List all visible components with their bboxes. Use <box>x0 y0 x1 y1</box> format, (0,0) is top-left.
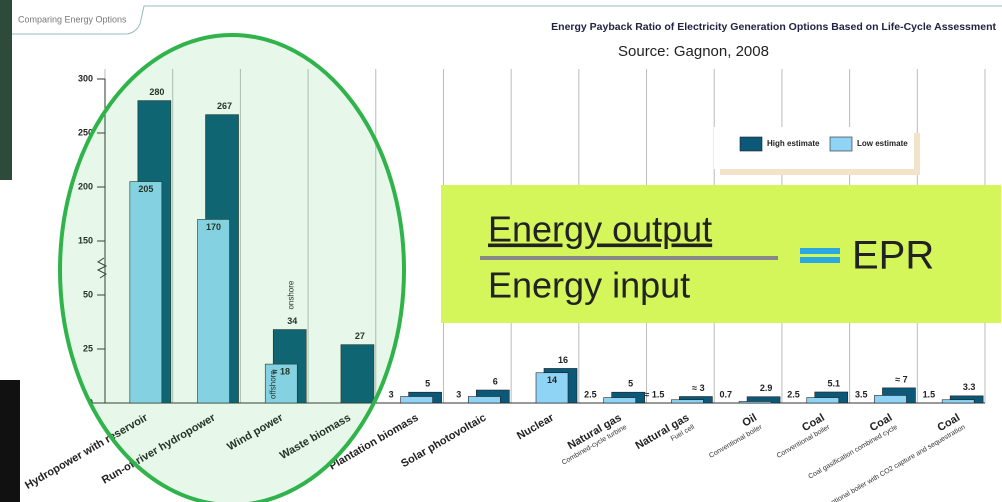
value-label: 5 <box>628 379 633 389</box>
value-label: ≈ 3 <box>692 383 704 393</box>
bar-low <box>604 398 636 403</box>
bar-low <box>874 395 906 403</box>
value-label: 6 <box>493 376 498 386</box>
equation-numerator: Energy output <box>488 209 712 250</box>
value-label: 2.5 <box>584 389 597 399</box>
slide: Comparing Energy Options Energy Payback … <box>0 0 1002 502</box>
value-label: 14 <box>547 375 557 385</box>
bar-low <box>739 401 771 403</box>
bar-low <box>671 400 703 403</box>
page: Comparing Energy Options Energy Payback … <box>0 0 1002 502</box>
bar-low <box>942 400 974 403</box>
equation-result: EPR <box>852 234 934 278</box>
legend-label: Low estimate <box>857 139 908 148</box>
equals-sign <box>800 248 840 254</box>
value-label: 0.7 <box>720 389 733 399</box>
value-label: 1.5 <box>923 389 936 399</box>
tab-label: Comparing Energy Options <box>18 14 127 24</box>
bar-low <box>468 397 500 403</box>
x-tick-note: Conventional boiler <box>708 423 764 459</box>
value-label: 3.3 <box>963 382 976 392</box>
chart-title: Energy Payback Ratio of Electricity Gene… <box>551 21 996 33</box>
value-label: 3 <box>456 389 461 399</box>
equation-denominator: Energy input <box>488 265 690 306</box>
value-label: 2.9 <box>760 383 773 393</box>
value-label: 5.1 <box>828 378 841 388</box>
value-label: 16 <box>558 355 568 365</box>
value-label: 5 <box>425 379 430 389</box>
bar-low <box>401 397 433 403</box>
bar-low <box>807 398 839 403</box>
value-label: ≈ 7 <box>895 374 907 384</box>
x-tick-label: Nuclear <box>515 411 557 442</box>
legend-label: High estimate <box>767 139 820 148</box>
value-label: 3 <box>389 389 394 399</box>
legend-swatch <box>830 137 852 151</box>
equals-sign <box>800 257 840 263</box>
chart-subtitle: Source: Gagnon, 2008 <box>618 43 769 60</box>
highlight-ellipse <box>60 35 404 502</box>
value-label: 3.5 <box>855 389 868 399</box>
background-photo <box>0 0 12 180</box>
value-label: ≈ 1.5 <box>644 389 664 399</box>
value-label: 2.5 <box>787 389 800 399</box>
category-group: Nuclear <box>515 411 557 442</box>
y-tick-label: 300 <box>78 73 93 83</box>
legend-swatch <box>740 137 762 151</box>
background-photo <box>0 380 20 502</box>
